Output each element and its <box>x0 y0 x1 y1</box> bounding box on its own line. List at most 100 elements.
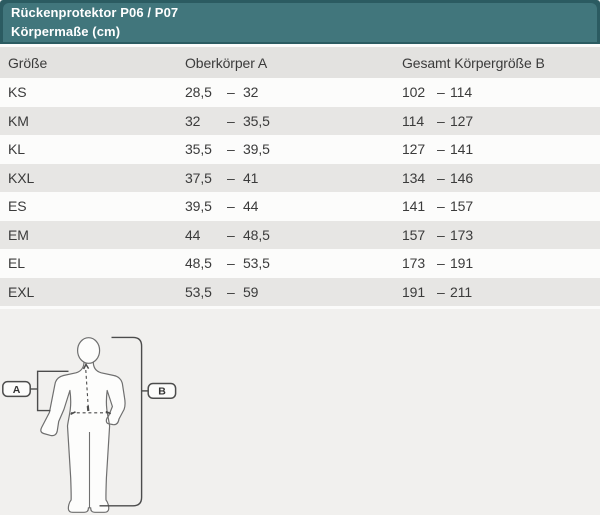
a-max: 44 <box>243 198 259 215</box>
height-range: 134–146 <box>402 170 600 186</box>
height-range: 173–191 <box>402 255 600 271</box>
a-max: 32 <box>243 84 259 101</box>
spine-arrow-top <box>82 362 90 370</box>
a-min: 44 <box>185 226 201 243</box>
upper-body-range: 35,5–39,5 <box>185 141 402 157</box>
a-max: 59 <box>243 283 259 300</box>
page-subtitle: Körpermaße (cm) <box>11 23 121 39</box>
upper-body-range: 48,5–53,5 <box>185 255 402 271</box>
table-row: EM 44–48,5 157–173 <box>0 220 600 249</box>
b-max: 114 <box>450 84 473 101</box>
b-min: 114 <box>402 112 425 129</box>
measure-bracket-b <box>99 336 143 507</box>
chart-header-inner: Rückenprotektor P06 / P07 Körpermaße (cm… <box>3 3 597 42</box>
range-dash: – <box>227 84 235 101</box>
range-dash: – <box>437 169 445 186</box>
size-cell: ES <box>8 198 27 215</box>
spine-dash-line <box>85 369 89 409</box>
size-cell: EL <box>8 255 25 272</box>
a-min: 53,5 <box>185 283 212 300</box>
a-max: 48,5 <box>243 226 270 243</box>
b-max: 211 <box>450 283 473 300</box>
range-dash: – <box>437 198 445 215</box>
range-dash: – <box>437 141 445 158</box>
range-dash: – <box>437 255 445 272</box>
height-range: 141–157 <box>402 198 600 214</box>
height-range: 191–211 <box>402 284 600 300</box>
height-range: 114–127 <box>402 113 600 129</box>
table-header-row: Größe Oberkörper A Gesamt Körpergröße B <box>0 47 600 78</box>
range-dash: – <box>227 226 235 243</box>
body-figure-outline <box>40 361 126 513</box>
waist-tick-left <box>70 411 76 416</box>
height-range: 102–114 <box>402 84 600 100</box>
b-max: 173 <box>450 226 474 243</box>
table-row: ES 39,5–44 141–157 <box>0 192 600 221</box>
a-max: 53,5 <box>243 255 270 272</box>
range-dash: – <box>437 84 445 101</box>
measure-bracket-a <box>36 370 69 412</box>
table-row: EXL 53,5–59 191–211 <box>0 277 600 306</box>
a-min: 48,5 <box>185 255 212 272</box>
b-max: 146 <box>450 169 474 186</box>
size-table: Größe Oberkörper A Gesamt Körpergröße B … <box>0 47 600 306</box>
size-cell: KL <box>8 141 25 158</box>
label-b: B <box>158 386 166 398</box>
col-header-upper-body: Oberkörper A <box>185 54 268 71</box>
a-min: 35,5 <box>185 141 212 158</box>
b-min: 134 <box>402 169 426 186</box>
range-dash: – <box>227 255 235 272</box>
upper-body-range: 39,5–44 <box>185 198 402 214</box>
a-max: 41 <box>243 169 259 186</box>
upper-body-range: 28,5–32 <box>185 84 402 100</box>
a-max: 39,5 <box>243 141 270 158</box>
a-min: 37,5 <box>185 169 212 186</box>
figure-head <box>76 337 101 364</box>
range-dash: – <box>227 112 235 129</box>
range-dash: – <box>437 283 445 300</box>
col-header-total-height: Gesamt Körpergröße B <box>402 54 545 71</box>
b-min: 141 <box>402 198 426 215</box>
range-dash: – <box>437 226 445 243</box>
b-min: 173 <box>402 255 426 272</box>
a-min: 39,5 <box>185 198 212 215</box>
size-cell: KS <box>8 84 27 101</box>
waist-tick-right <box>105 410 112 415</box>
b-min: 127 <box>402 141 426 158</box>
a-max: 35,5 <box>243 112 270 129</box>
upper-body-range: 44 –48,5 <box>185 227 402 243</box>
range-dash: – <box>227 198 235 215</box>
range-dash: – <box>227 169 235 186</box>
chart-header: Rückenprotektor P06 / P07 Körpermaße (cm… <box>0 0 600 44</box>
body-measurement-diagram: A B <box>0 309 600 515</box>
table-row: KL 35,5–39,5 127–141 <box>0 135 600 164</box>
size-cell: KM <box>8 112 29 129</box>
upper-body-range: 32 –35,5 <box>185 113 402 129</box>
measurement-figure-svg: A B <box>2 336 177 513</box>
b-min: 157 <box>402 226 426 243</box>
upper-body-range: 53,5–59 <box>185 284 402 300</box>
table-row: KM 32–35,5 114–127 <box>0 106 600 135</box>
range-dash: – <box>437 112 445 129</box>
b-max: 191 <box>450 255 474 272</box>
height-range: 157–173 <box>402 227 600 243</box>
a-min: 28,5 <box>185 84 212 101</box>
label-a: A <box>13 384 21 396</box>
b-min: 191 <box>402 283 426 300</box>
size-cell: EM <box>8 226 29 243</box>
spine-bottom-tick <box>86 405 90 412</box>
page-title: Rückenprotektor P06 / P07 <box>11 5 179 20</box>
range-dash: – <box>227 283 235 300</box>
size-table-body: KS 28,5–32 102–114 KM 32–35,5 114–127 KL… <box>0 78 600 306</box>
a-min: 32 <box>185 112 201 129</box>
size-cell: EXL <box>8 283 35 300</box>
table-row: KS 28,5–32 102–114 <box>0 78 600 107</box>
height-range: 127–141 <box>402 141 600 157</box>
label-a-box <box>2 380 31 398</box>
b-min: 102 <box>402 84 426 101</box>
size-cell: KXL <box>8 169 35 186</box>
b-max: 127 <box>450 112 474 129</box>
b-max: 141 <box>450 141 474 158</box>
b-max: 157 <box>450 198 474 215</box>
